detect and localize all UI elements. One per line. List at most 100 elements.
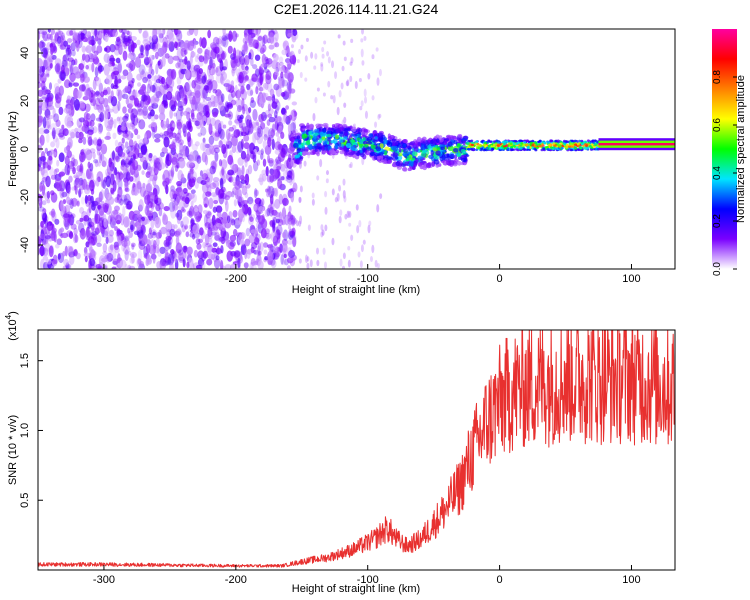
- spectrogram-cell: [136, 118, 141, 124]
- spectrogram-cell: [219, 75, 225, 85]
- spectrogram-cell: [219, 129, 225, 140]
- spectrogram-cell: [93, 76, 100, 82]
- spectrogram-cell: [257, 177, 264, 183]
- spectrogram-cell: [203, 214, 208, 227]
- spectrogram-cell: [258, 65, 262, 76]
- spectrogram-cell: [42, 116, 47, 129]
- spectrogram-cell: [492, 140, 496, 143]
- spectrogram-cell: [452, 148, 459, 153]
- spectrogram-cell: [82, 53, 87, 61]
- spectrogram-cell: [212, 206, 217, 213]
- spectrogram-cell: [120, 164, 126, 171]
- spectrogram-cell: [298, 48, 302, 55]
- spectrogram-cell: [277, 143, 283, 150]
- spectrogram-cell: [314, 96, 318, 104]
- spectrogram-cell: [236, 104, 242, 113]
- spectrogram-cell: [142, 110, 149, 120]
- spectrogram-cell: [206, 211, 212, 216]
- spectrogram-cell: [267, 204, 273, 214]
- spectrogram-cell: [197, 204, 203, 215]
- spectrogram-cell: [261, 53, 267, 65]
- spectrogram-cell: [160, 226, 167, 235]
- spectrogram-cell: [256, 42, 262, 52]
- spectrogram-cell: [398, 147, 402, 153]
- spectrogram-cell: [277, 178, 283, 190]
- spectrogram-cell: [222, 124, 227, 129]
- spectrogram-cell: [230, 80, 234, 87]
- spectrogram-cell: [131, 253, 135, 264]
- spectrogram-cell: [240, 57, 244, 68]
- spectrogram-cell: [100, 143, 108, 155]
- spectrogram-cell: [456, 143, 461, 148]
- spectrogram-cell: [205, 96, 212, 102]
- spectrogram-cell: [71, 197, 78, 207]
- spectrogram-cell: [286, 90, 292, 101]
- spectrogram-cell: [276, 165, 281, 170]
- spectrogram-cell: [166, 152, 170, 162]
- spectrogram-cell: [126, 103, 133, 109]
- spectrogram-cell: [68, 49, 72, 58]
- spectrogram-cell: [295, 158, 300, 165]
- spectrogram-cell: [238, 74, 242, 80]
- spectrogram-cell: [350, 138, 355, 145]
- spectrogram-cell: [520, 142, 524, 145]
- spectrogram-cell: [257, 260, 264, 269]
- spectrogram-cell: [85, 45, 92, 54]
- spectrogram-cell: [250, 57, 254, 67]
- spectrogram-cell: [245, 227, 251, 237]
- spectrogram-cell: [82, 37, 89, 43]
- spectrogram-cell: [106, 163, 113, 176]
- spectrogram-cell: [278, 78, 282, 90]
- spectrogram-cell: [190, 219, 195, 224]
- spectrogram-cell: [362, 136, 366, 142]
- spectrogram-cell: [254, 54, 261, 62]
- spectrogram-cell: [66, 44, 71, 50]
- spectrogram-cell: [244, 191, 249, 198]
- spectrogram-cell: [509, 142, 513, 146]
- spectrogram-cell: [309, 259, 313, 268]
- spectrogram-cell: [449, 153, 455, 160]
- spectrogram-cell: [141, 170, 145, 175]
- spectrogram-cell: [140, 105, 147, 116]
- spectrogram-cell: [56, 36, 62, 44]
- spectrogram-cell: [231, 135, 238, 147]
- spectrogram-cell: [216, 212, 222, 218]
- spectrogram-cell: [436, 138, 440, 144]
- spectrogram-cell: [178, 256, 185, 262]
- spectrogram-cell: [580, 139, 584, 143]
- spectrogram-cell: [249, 216, 254, 222]
- spectrogram-cell: [191, 79, 197, 89]
- spectrogram-cell: [176, 227, 182, 238]
- spectrogram-cell: [165, 184, 169, 195]
- spectrogram-cell: [225, 128, 231, 141]
- spectrogram-cell: [146, 210, 154, 217]
- spectrogram-cell: [335, 150, 340, 154]
- spectrogram-cell: [361, 60, 365, 66]
- spectrogram-cell: [586, 146, 590, 150]
- spectrogram-cell: [237, 234, 244, 244]
- spectrogram-cell: [89, 249, 96, 260]
- spectrogram-cell: [181, 206, 185, 212]
- spectrogram-cell: [275, 131, 280, 137]
- spectrogram-cell: [235, 49, 241, 58]
- spectrogram-cell: [546, 148, 550, 151]
- spectrogram-cell: [270, 230, 278, 243]
- spectrogram-cell: [234, 55, 241, 61]
- spectrogram-cell: [99, 112, 105, 123]
- spectrogram-cell: [188, 118, 192, 129]
- spectrogram-cell: [240, 150, 247, 160]
- spectrogram-cell: [125, 155, 132, 165]
- spectrogram-cell: [184, 56, 188, 66]
- spectrogram-cell: [205, 115, 212, 126]
- spectrogram-cell: [496, 144, 500, 147]
- spectrogram-cell: [106, 108, 114, 113]
- spectrogram-cell: [48, 82, 53, 90]
- spectrogram-cell: [574, 143, 578, 146]
- spectrogram-cell: [122, 50, 128, 61]
- spectrogram-cell: [74, 71, 82, 79]
- spectrogram-cell: [155, 232, 162, 239]
- spectrogram-cell: [130, 90, 136, 97]
- spectrogram-cell: [92, 151, 96, 160]
- spectrogram-cell: [118, 44, 123, 55]
- spectrogram-cell: [87, 129, 94, 136]
